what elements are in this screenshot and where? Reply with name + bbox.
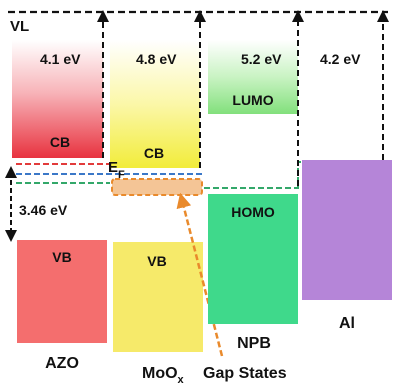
- npb-homo-block: [208, 194, 298, 324]
- azo-work-function: 4.1 eV: [40, 51, 81, 67]
- npb-lumo-block: [208, 40, 298, 114]
- vacuum-level-label: VL: [10, 18, 29, 35]
- gap-states-label: Gap States: [203, 365, 287, 382]
- azo-vb-block: [17, 240, 107, 343]
- moox-vb-block: [113, 242, 203, 352]
- azo-vb-label: VB: [52, 249, 71, 265]
- npb-work-function: 5.2 eV: [241, 51, 282, 67]
- npb-name: NPB: [237, 335, 271, 352]
- azo-cb-block: [12, 40, 103, 158]
- al-name: Al: [339, 315, 355, 332]
- moox-work-function: 4.8 eV: [136, 51, 177, 67]
- al-block: [302, 160, 392, 300]
- moox-vb-label: VB: [147, 253, 166, 269]
- azo-name: AZO: [45, 355, 79, 372]
- azo-gap-value: 3.46 eV: [19, 202, 68, 218]
- moox-cb-block: [110, 40, 200, 168]
- npb-al-level-line: [204, 161, 302, 189]
- gap-states-region: [111, 178, 203, 196]
- al-work-function: 4.2 eV: [320, 51, 361, 67]
- azo-cb-label: CB: [50, 134, 70, 150]
- npb-lumo-label: LUMO: [232, 92, 273, 108]
- moox-cb-label: CB: [144, 145, 164, 161]
- fermi-level-label: EF: [108, 159, 125, 181]
- npb-homo-label: HOMO: [231, 204, 275, 220]
- moox-name: MoOx: [142, 365, 185, 386]
